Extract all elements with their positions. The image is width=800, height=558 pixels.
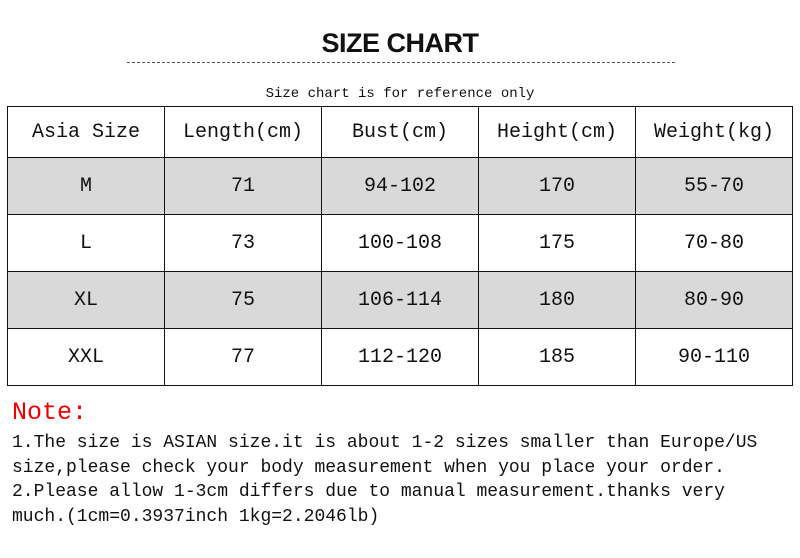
- header-cell: Weight(kg): [635, 106, 793, 158]
- table-cell: 180: [478, 271, 636, 329]
- note-line: 1.The size is ASIAN size.it is about 1-2…: [12, 433, 758, 453]
- header-cell: Height(cm): [478, 106, 636, 158]
- table-row: M 71 94-102 170 55-70: [7, 157, 793, 215]
- table-cell: 80-90: [635, 271, 793, 329]
- table-cell: 77: [164, 328, 322, 386]
- table-row: XXL 77 112-120 185 90-110: [7, 328, 793, 386]
- table-cell: 71: [164, 157, 322, 215]
- table-cell: 175: [478, 214, 636, 272]
- header-cell: Bust(cm): [321, 106, 479, 158]
- page-title: SIZE CHART: [321, 28, 480, 58]
- table-cell: 100-108: [321, 214, 479, 272]
- note-line: much.(1cm=0.3937inch 1kg=2.2046lb): [12, 506, 380, 527]
- note-text: 1.The size is ASIAN size.it is about 1-2…: [12, 431, 757, 529]
- table-cell: 73: [164, 214, 322, 272]
- note-label: Note:: [12, 398, 88, 427]
- table-row: L 73 100-108 175 70-80: [7, 214, 793, 272]
- subtitle: Size chart is for reference only: [265, 86, 535, 102]
- note-line: size,please check your body measurement …: [12, 457, 725, 478]
- table-cell: M: [7, 157, 165, 215]
- table-cell: 70-80: [635, 214, 793, 272]
- table-row: XL 75 106-114 180 80-90: [7, 271, 793, 329]
- table-cell: XL: [7, 271, 165, 329]
- table-cell: 112-120: [321, 328, 479, 386]
- table-cell: 94-102: [321, 157, 479, 215]
- table-cell: 170: [478, 157, 636, 215]
- header-cell: Asia Size: [7, 106, 165, 158]
- table-cell: 106-114: [321, 271, 479, 329]
- size-table: Asia Size Length(cm) Bust(cm) Height(cm)…: [7, 106, 793, 386]
- table-cell: 75: [164, 271, 322, 329]
- table-cell: 55-70: [635, 157, 793, 215]
- header-cell: Length(cm): [164, 106, 322, 158]
- table-header-row: Asia Size Length(cm) Bust(cm) Height(cm)…: [7, 106, 793, 158]
- dashed-divider: [127, 62, 675, 63]
- table-cell: L: [7, 214, 165, 272]
- table-cell: 185: [478, 328, 636, 386]
- note-line: 2.Please allow 1-3cm differs due to manu…: [12, 482, 725, 502]
- table-cell: XXL: [7, 328, 165, 386]
- table-cell: 90-110: [635, 328, 793, 386]
